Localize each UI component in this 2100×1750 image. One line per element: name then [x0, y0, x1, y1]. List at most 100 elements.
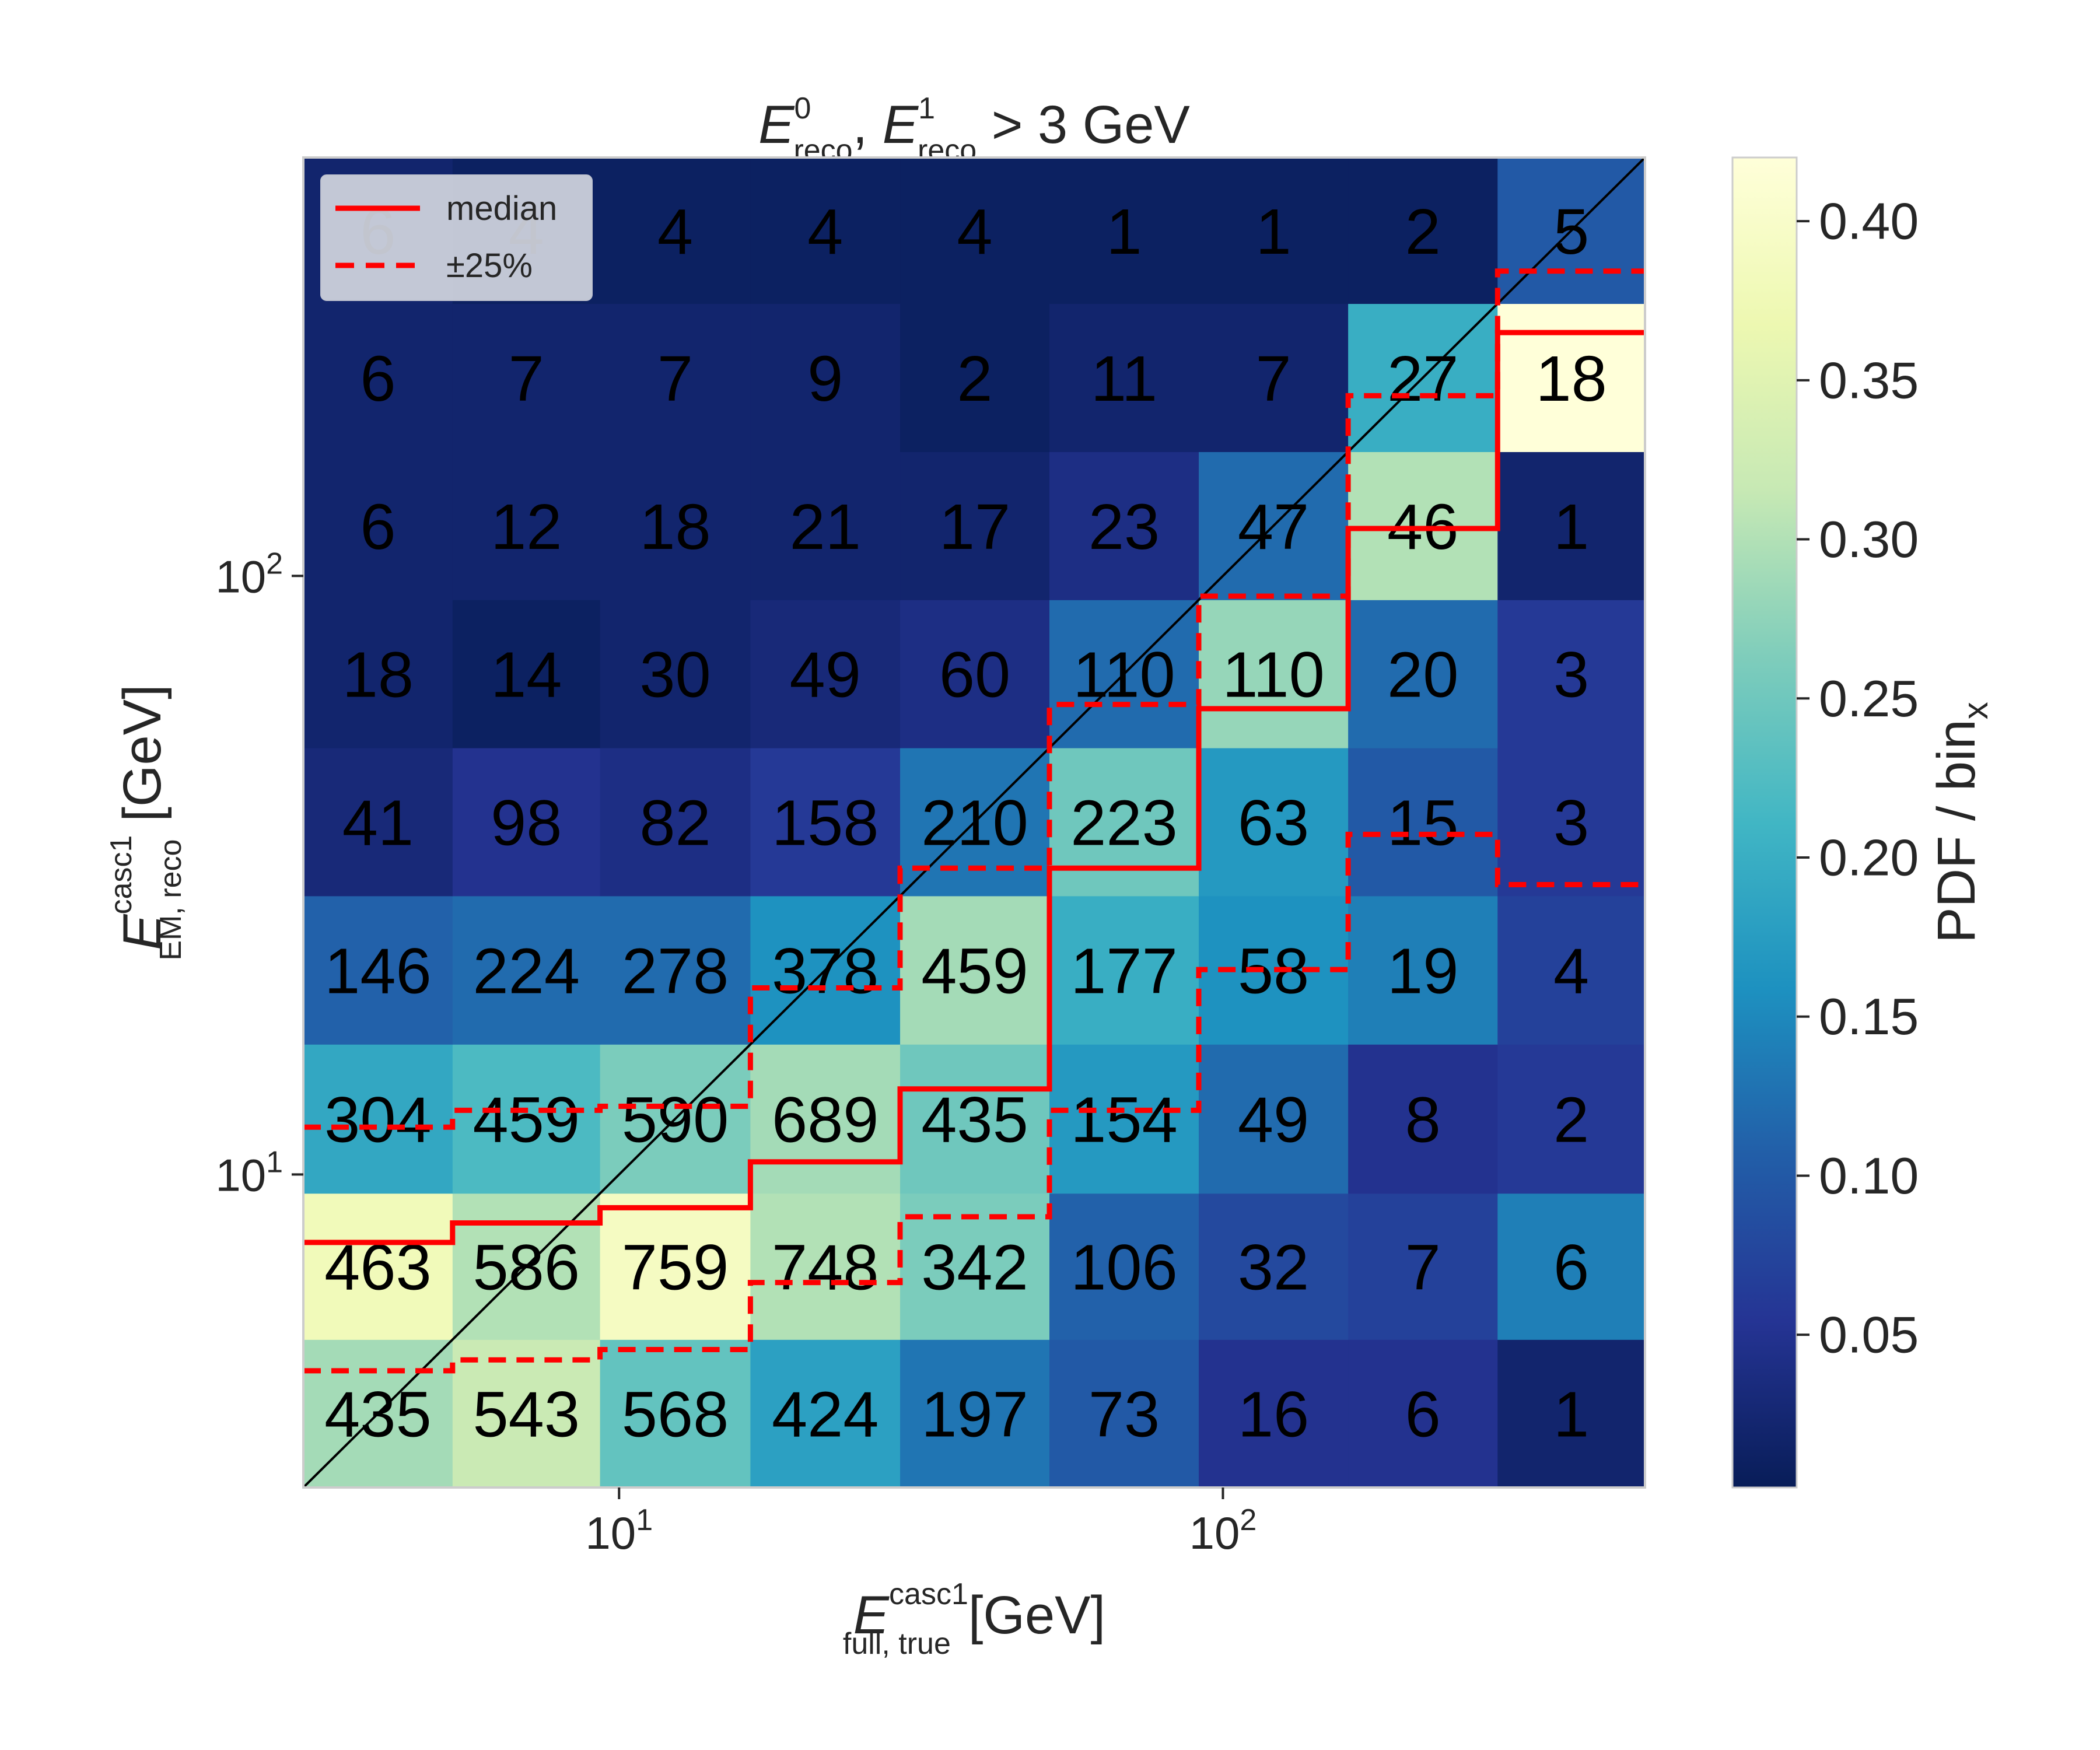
heatmap-cell-labels: 4355435684241977316614635867597483421063… — [324, 196, 1607, 1451]
heatmap-cell-count: 424 — [772, 1379, 879, 1451]
y-axis-label: Ecasc1 EM, reco[GeV] — [104, 684, 188, 960]
heatmap-cell-count: 6 — [1553, 1232, 1589, 1304]
heatmap-cell — [1497, 1339, 1646, 1488]
heatmap-cell-count: 110 — [1222, 639, 1324, 711]
heatmap-cell — [1348, 1044, 1498, 1194]
median-steps — [303, 268, 1645, 1374]
heatmap-cell — [452, 748, 601, 897]
colorbar-tick-label: 0.25 — [1819, 670, 1919, 727]
heatmap-cell-count: 1 — [1553, 1379, 1589, 1451]
heatmap-cell-count: 19 — [1387, 936, 1458, 1007]
heatmap-cell-count: 2 — [1405, 196, 1441, 268]
heatmap-cell-count: 21 — [790, 491, 861, 563]
x-tick-label: 102 — [1189, 1503, 1257, 1559]
colorbar-tick-label: 0.35 — [1819, 351, 1919, 409]
heatmap-cell — [750, 1044, 901, 1194]
heatmap-cell — [1497, 303, 1646, 452]
heatmap-cell-count: 2 — [957, 343, 992, 415]
heatmap-cell — [1049, 1339, 1199, 1488]
heatmap-cell — [600, 452, 751, 600]
heatmap-cell-count: 9 — [807, 343, 843, 415]
heatmap-cell-count: 689 — [772, 1084, 879, 1156]
heatmap-cell — [452, 895, 601, 1045]
heatmap-cell-count: 4 — [957, 196, 992, 268]
heatmap-cell-count: 12 — [491, 491, 562, 563]
heatmap-cell — [1049, 452, 1199, 600]
heatmap-cell — [900, 158, 1050, 304]
heatmap-cell-count: 49 — [790, 639, 861, 711]
heatmap-cell-count: 177 — [1070, 936, 1178, 1007]
heatmap-cell — [1049, 895, 1199, 1045]
heatmap-cell-count: 14 — [491, 639, 562, 711]
heatmap-cell — [750, 1193, 901, 1340]
heatmap-cell-count: 459 — [921, 936, 1028, 1007]
heatmap-cell — [1199, 1339, 1349, 1488]
heatmap-cell — [1497, 600, 1646, 748]
heatmap-cell — [750, 1339, 901, 1488]
heatmap-cell — [1348, 1193, 1498, 1340]
heatmap-cell-count: 2 — [1553, 1084, 1589, 1156]
heatmap-cell-count: 748 — [772, 1232, 879, 1304]
heatmap-cell-count: 759 — [622, 1232, 729, 1304]
heatmap-cell — [600, 1193, 751, 1340]
heatmap-cell — [1049, 1044, 1199, 1194]
heatmap-cell-count: 4 — [657, 196, 693, 268]
heatmap-cell — [1049, 158, 1199, 304]
heatmap-cell-count: 7 — [509, 343, 544, 415]
heatmap-cell-count: 568 — [622, 1379, 729, 1451]
heatmap-cell-count: 15 — [1387, 788, 1458, 859]
heatmap-cell-count: 224 — [473, 936, 580, 1007]
heatmap-cell — [1497, 895, 1646, 1045]
heatmap-cell-count: 7 — [657, 343, 693, 415]
heatmap-cell — [452, 600, 601, 748]
heatmap-cell-count: 18 — [1535, 343, 1606, 415]
y-tick-label: 101 — [215, 1145, 283, 1200]
heatmap-cell — [303, 895, 453, 1045]
heatmap-cell — [600, 748, 751, 897]
heatmap-cell-count: 342 — [921, 1232, 1028, 1304]
heatmap-cell — [1497, 748, 1646, 897]
heatmap-cell — [750, 600, 901, 748]
heatmap-cell — [1348, 600, 1498, 748]
upper-quartile-line — [303, 268, 1645, 1130]
heatmap-cell — [303, 1044, 453, 1194]
heatmap-cell — [750, 303, 901, 452]
heatmap-cell-count: 1 — [1255, 196, 1291, 268]
heatmap-cell-count: 7 — [1405, 1232, 1441, 1304]
heatmap-cell-count: 11 — [1091, 343, 1157, 415]
heatmap-cell-count: 49 — [1238, 1084, 1309, 1156]
heatmap-cell-count: 73 — [1088, 1379, 1160, 1451]
heatmap-cell-count: 63 — [1238, 788, 1309, 859]
heatmap-cell-count: 278 — [622, 936, 729, 1007]
heatmap-cell — [452, 303, 601, 452]
colorbar-ticks: 0.05 0.10 0.15 0.20 0.25 0.30 0.35 0.40 — [1797, 192, 1919, 1364]
heatmap-cell — [1348, 1339, 1498, 1488]
chart-title: E0 reco, E1 reco > 3 GeV — [758, 92, 1190, 167]
colorbar-tick-label: 0.05 — [1819, 1306, 1919, 1364]
heatmap-cell — [1199, 600, 1349, 748]
heatmap-cell — [1497, 1193, 1646, 1340]
heatmap-cell-count: 23 — [1088, 491, 1160, 563]
heatmap-cell-count: 158 — [772, 788, 879, 859]
heatmap-cell — [1199, 748, 1349, 897]
heatmap-cell — [452, 1339, 601, 1488]
x-axis-ticks: 101 102 — [585, 1488, 1256, 1559]
heatmap-cell — [1049, 748, 1199, 897]
heatmap-cell-count: 7 — [1255, 343, 1291, 415]
heatmap-cell-count: 82 — [639, 788, 710, 859]
heatmap-cell — [600, 1339, 751, 1488]
heatmap-cell — [1049, 303, 1199, 452]
heatmap-cell-count: 20 — [1387, 639, 1458, 711]
heatmap-cell — [900, 600, 1050, 748]
heatmap-cell — [303, 452, 453, 600]
legend-median-label: median — [446, 190, 557, 228]
x-tick-label: 101 — [585, 1503, 653, 1559]
colorbar: 0.05 0.10 0.15 0.20 0.25 0.30 0.35 0.40 PDF / b… — [1731, 156, 1995, 1489]
heatmap-cell-count: 1 — [1553, 491, 1589, 563]
heatmap-cell — [1199, 158, 1349, 304]
heatmap-cell-count: 8 — [1405, 1084, 1441, 1156]
heatmap-cell — [452, 452, 601, 600]
y-tick-label: 102 — [215, 547, 283, 602]
heatmap-cell-count: 32 — [1238, 1232, 1309, 1304]
